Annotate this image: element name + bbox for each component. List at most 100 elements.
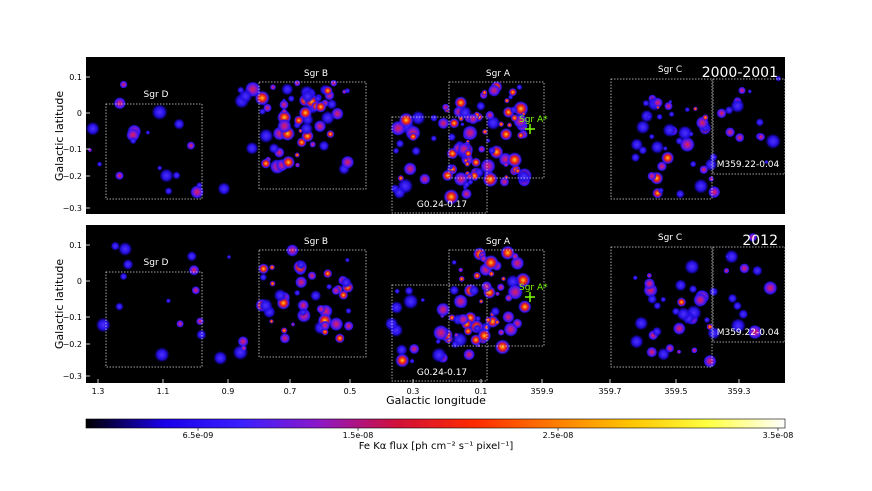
emission-clump — [454, 332, 459, 338]
y-tick-label: −0.2 — [63, 340, 82, 349]
x-tick-label: 1.1 — [157, 387, 170, 396]
emission-clump — [657, 187, 664, 194]
emission-clump — [293, 79, 301, 87]
emission-clump — [662, 123, 677, 138]
epoch-label-bottom: 2012 — [742, 233, 778, 249]
emission-clump — [498, 121, 505, 128]
emission-clump — [411, 146, 421, 156]
emission-clump — [689, 160, 697, 168]
emission-clump — [157, 165, 163, 171]
colorbar-label: Fe Kα flux [ph cm⁻² s⁻¹ pixel⁻¹] — [359, 441, 514, 452]
emission-clump — [402, 293, 419, 310]
emission-clump — [629, 334, 644, 349]
x-tick-label: 359.5 — [665, 387, 688, 396]
emission-clump — [716, 108, 727, 119]
emission-clump — [468, 285, 480, 296]
region-box — [610, 78, 713, 200]
emission-clump — [516, 169, 532, 184]
colorbar-ticks: 6.5e-09 1.5e-08 2.5e-08 3.5e-08 — [183, 428, 793, 440]
emission-clump — [730, 98, 745, 113]
emission-clump — [447, 132, 456, 142]
emission-clump — [307, 271, 317, 281]
emission-clump — [431, 347, 447, 363]
emission-clump — [765, 133, 781, 149]
region-label: Sgr C — [658, 233, 682, 243]
emission-clump — [441, 103, 450, 111]
emission-clump — [451, 340, 459, 349]
emission-clump — [330, 79, 338, 87]
emission-clump — [159, 168, 174, 183]
x-axis: 1.3 1.1 0.9 0.7 0.5 0.3 0.1 359.9 359.7 359.5 359.… — [92, 379, 750, 396]
emission-clump — [196, 182, 203, 189]
emission-clump — [511, 252, 519, 260]
emission-clump — [482, 171, 499, 188]
emission-clump — [481, 128, 488, 135]
emission-clump — [343, 321, 354, 331]
emission-clump — [453, 294, 468, 309]
emission-clump — [703, 354, 717, 368]
y-axis-bottom: 0.1 0 −0.1 −0.2 −0.3 — [63, 241, 90, 381]
emission-clump — [451, 259, 457, 266]
emission-clump — [294, 289, 301, 297]
emission-clump — [646, 272, 652, 279]
region-label: Sgr D — [144, 258, 169, 268]
y-axis-label-top: Galactic latitude — [53, 91, 66, 181]
region-label: Sgr B — [304, 237, 328, 247]
emission-clump — [297, 299, 310, 312]
emission-clump — [651, 326, 662, 337]
emission-clump — [447, 163, 454, 171]
y-tick-label: −0.2 — [63, 172, 82, 181]
emission-clump — [747, 324, 763, 340]
emission-clump — [484, 316, 492, 324]
emission-clump — [295, 276, 308, 289]
emission-clump — [85, 121, 100, 136]
x-tick-label: 359.9 — [531, 387, 554, 396]
emission-clump — [338, 290, 349, 300]
emission-clump — [734, 132, 745, 143]
region-box — [258, 249, 367, 358]
emission-clump — [479, 254, 488, 263]
emission-clump — [268, 143, 280, 154]
emission-clump — [662, 146, 668, 151]
emission-clump — [521, 111, 526, 117]
emission-clump — [384, 317, 399, 331]
fe-emission-bottom — [95, 232, 778, 368]
emission-clump — [295, 162, 300, 168]
y-tick-label: 0 — [77, 277, 82, 286]
emission-clump — [661, 151, 675, 165]
emission-clump — [506, 152, 523, 168]
emission-clump — [186, 141, 196, 150]
emission-clump — [485, 110, 495, 120]
emission-clump — [724, 249, 739, 264]
emission-clump — [693, 106, 698, 112]
emission-clump — [630, 152, 641, 163]
emission-clump — [764, 159, 769, 165]
emission-clump — [461, 188, 472, 200]
emission-clump — [647, 171, 657, 181]
panel-top: Sgr D Sgr B Sgr A G0.24-0.17 Sgr C M359.22-0.… — [85, 57, 786, 214]
emission-clump — [460, 122, 465, 127]
emission-clump — [653, 301, 662, 310]
emission-clump — [684, 259, 700, 275]
x-tick-label: 0.3 — [407, 387, 420, 396]
x-tick-label: 359.7 — [599, 387, 622, 396]
emission-clump — [326, 129, 335, 139]
emission-clump — [257, 263, 270, 275]
emission-clump — [173, 118, 185, 130]
emission-clump — [322, 85, 333, 96]
emission-clump — [494, 319, 500, 326]
emission-clump — [119, 272, 128, 281]
y-tick-label: 0.1 — [69, 73, 82, 82]
emission-clump — [419, 173, 431, 185]
emission-clump — [510, 113, 519, 123]
region-label: Sgr A — [486, 237, 511, 247]
emission-clump — [259, 273, 268, 282]
y-axis-top: 0.1 0 −0.1 −0.2 −0.3 — [63, 73, 90, 213]
emission-clump — [269, 84, 277, 91]
emission-clump — [646, 114, 652, 120]
sgr-a-star-marker-bottom — [525, 292, 535, 302]
emission-clump — [480, 158, 496, 174]
emission-clump — [677, 125, 693, 141]
emission-clump — [500, 245, 516, 261]
emission-clump — [345, 257, 350, 263]
